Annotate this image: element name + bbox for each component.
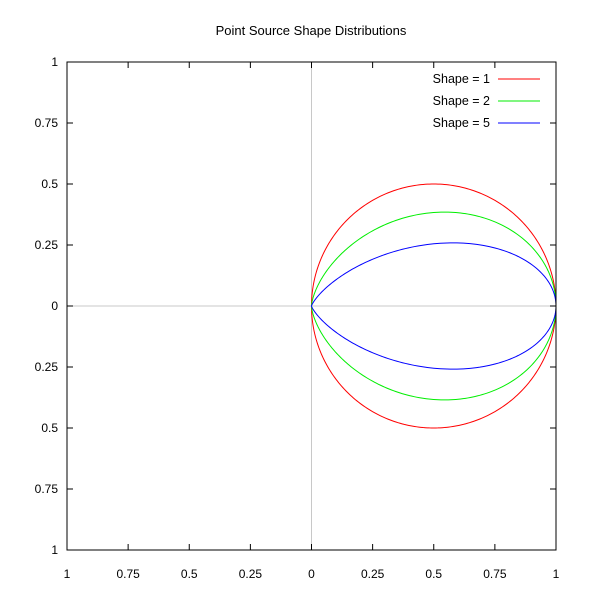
legend: Shape = 1 Shape = 2 Shape = 5 xyxy=(433,72,540,130)
x-tick-label: 0 xyxy=(308,567,315,581)
y-tick-label: 1 xyxy=(51,543,58,557)
x-tick-label: 0.5 xyxy=(425,567,442,581)
y-tick-label: 0.75 xyxy=(35,482,59,496)
y-tick-label: 0 xyxy=(51,299,58,313)
y-tick-label: 1 xyxy=(51,55,58,69)
legend-label-1: Shape = 2 xyxy=(433,94,490,108)
x-axis: 1 0.75 0.5 0.25 0 0.25 0.5 0.75 1 xyxy=(64,62,560,581)
chart-title: Point Source Shape Distributions xyxy=(216,23,407,38)
x-tick-label: 0.75 xyxy=(116,567,140,581)
y-tick-label: 0.5 xyxy=(41,177,58,191)
y-axis: 1 0.75 0.5 0.25 0 0.25 0.5 0.75 1 xyxy=(35,55,556,557)
x-tick-label: 1 xyxy=(553,567,560,581)
legend-label-0: Shape = 1 xyxy=(433,72,490,86)
x-tick-label: 0.25 xyxy=(361,567,385,581)
x-tick-label: 0.25 xyxy=(239,567,263,581)
y-tick-label: 0.25 xyxy=(35,238,59,252)
y-tick-label: 0.25 xyxy=(35,360,59,374)
legend-label-2: Shape = 5 xyxy=(433,116,490,130)
x-tick-label: 1 xyxy=(64,567,71,581)
x-tick-label: 0.75 xyxy=(483,567,507,581)
y-tick-label: 0.5 xyxy=(41,421,58,435)
y-tick-label: 0.75 xyxy=(35,116,59,130)
x-tick-label: 0.5 xyxy=(181,567,198,581)
